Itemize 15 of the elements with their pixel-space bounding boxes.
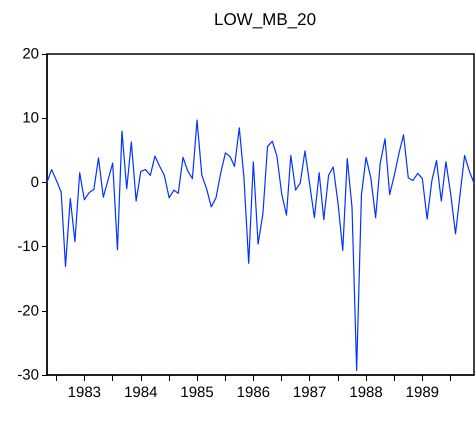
y-tick-label: -30 — [17, 366, 39, 384]
x-tick-label: 1986 — [236, 384, 270, 401]
x-tick-label: 1989 — [406, 384, 440, 401]
y-tick-label: -20 — [17, 302, 39, 320]
x-tick-label: 1987 — [292, 384, 326, 401]
x-tick-label: 1984 — [124, 384, 158, 401]
y-tick-label: 10 — [22, 110, 39, 127]
y-tick-label: 0 — [30, 174, 39, 191]
x-tick-label: 1985 — [180, 384, 214, 401]
y-tick-label: 20 — [22, 46, 39, 62]
x-tick-label: 1983 — [68, 384, 102, 401]
line-series — [46, 120, 475, 372]
x-tick-label: 1988 — [349, 384, 383, 401]
y-tick-label: -10 — [17, 238, 39, 256]
chart-title: LOW_MB_20 — [214, 10, 316, 29]
